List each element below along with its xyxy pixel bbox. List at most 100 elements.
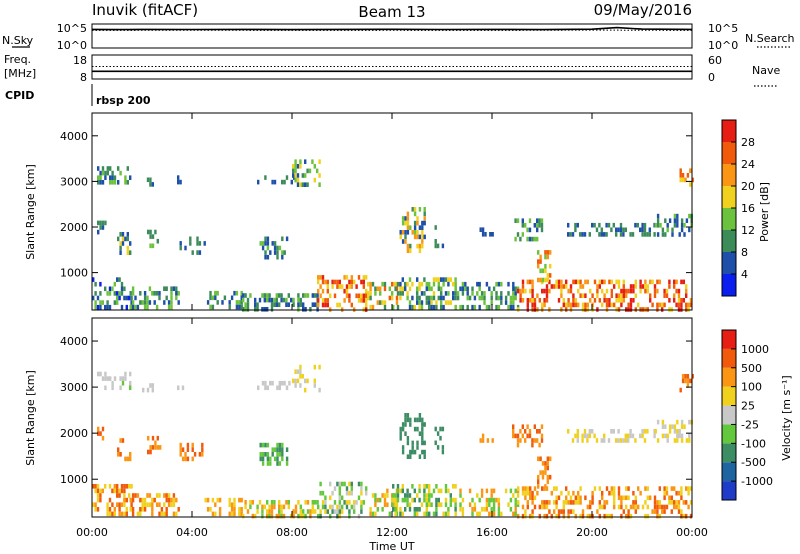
heatmap-cell bbox=[603, 232, 606, 237]
heatmap-cell bbox=[317, 513, 320, 519]
heatmap-cell bbox=[495, 497, 498, 503]
heatmap-cell bbox=[318, 182, 321, 187]
heatmap-cell bbox=[456, 291, 460, 296]
heatmap-cell bbox=[228, 304, 231, 310]
heatmap-cell bbox=[311, 500, 314, 505]
heatmap-cell bbox=[406, 440, 410, 446]
heatmap-cell bbox=[392, 507, 395, 512]
heatmap-cell bbox=[540, 218, 544, 223]
heatmap-cell bbox=[504, 488, 508, 494]
heatmap-cell bbox=[355, 293, 358, 299]
heatmap-cell bbox=[119, 245, 122, 251]
heatmap-cell bbox=[175, 291, 178, 296]
heatmap-cell bbox=[331, 284, 334, 289]
heatmap-cell bbox=[408, 304, 412, 310]
heatmap-cell bbox=[158, 493, 161, 498]
heatmap-cell bbox=[537, 484, 540, 489]
heatmap-cell bbox=[113, 511, 116, 517]
heatmap-cell bbox=[687, 490, 690, 496]
velocity-x-axis: 00:00 04:00 08:00 12:00 16:00 20:00 00:00 bbox=[76, 318, 708, 539]
heatmap-cell bbox=[149, 229, 152, 235]
cpid-label: CPID bbox=[5, 89, 34, 102]
heatmap-cell bbox=[531, 500, 534, 505]
heatmap-cell bbox=[302, 307, 305, 312]
heatmap-cell bbox=[492, 488, 496, 494]
noise-right-tick-bottom: 10^0 bbox=[708, 39, 738, 52]
heatmap-cell bbox=[345, 284, 349, 289]
heatmap-cell bbox=[404, 230, 407, 235]
heatmap-cell bbox=[131, 304, 135, 310]
heatmap-cell bbox=[541, 302, 544, 308]
heatmap-cell bbox=[608, 302, 611, 308]
heatmap-cell bbox=[480, 488, 484, 494]
heatmap-cell bbox=[641, 232, 644, 237]
heatmap-cell bbox=[261, 456, 265, 462]
heatmap-cell bbox=[321, 500, 325, 505]
heatmap-cell bbox=[214, 290, 217, 296]
heatmap-cell bbox=[302, 302, 305, 307]
heatmap-cell bbox=[456, 295, 460, 301]
heatmap-cell bbox=[338, 490, 341, 496]
heatmap-cell bbox=[129, 456, 132, 462]
heatmap-cell bbox=[430, 295, 433, 301]
heatmap-cell bbox=[109, 175, 112, 180]
heatmap-cell bbox=[648, 232, 651, 237]
heatmap-cell bbox=[442, 281, 445, 287]
heatmap-cell bbox=[261, 513, 264, 519]
heatmap-cell bbox=[512, 281, 515, 287]
heatmap-cell bbox=[689, 513, 693, 519]
heatmap-cell bbox=[484, 232, 487, 237]
heatmap-cell bbox=[634, 284, 637, 289]
heatmap-cell bbox=[553, 500, 556, 505]
heatmap-cell bbox=[179, 447, 182, 452]
heatmap-cell bbox=[539, 268, 542, 274]
heatmap-cell bbox=[326, 509, 329, 514]
heatmap-cell bbox=[531, 442, 534, 448]
heatmap-cell bbox=[404, 239, 407, 244]
noise-panel: N.Sky 10^5 10^0 10^5 10^0 N.Search bbox=[2, 22, 795, 52]
heatmap-cell bbox=[266, 513, 269, 519]
heatmap-cell bbox=[663, 495, 666, 501]
heatmap-cell bbox=[94, 291, 97, 296]
heatmap-cell bbox=[639, 227, 642, 233]
heatmap-cell bbox=[266, 297, 269, 303]
heatmap-cell bbox=[269, 250, 272, 255]
heatmap-cell bbox=[514, 497, 517, 503]
heatmap-cell bbox=[591, 495, 594, 501]
heatmap-cell bbox=[233, 290, 236, 296]
heatmap-cell bbox=[634, 504, 637, 510]
heatmap-cell bbox=[531, 302, 534, 308]
heatmap-cell bbox=[134, 295, 137, 301]
heatmap-cell bbox=[233, 502, 236, 507]
heatmap-cell bbox=[432, 295, 436, 301]
heatmap-cell bbox=[524, 223, 527, 228]
heatmap-cell bbox=[565, 500, 568, 505]
heatmap-cell bbox=[673, 279, 676, 285]
heatmap-cell bbox=[617, 227, 620, 233]
heatmap-cell bbox=[177, 300, 180, 305]
heatmap-cell bbox=[121, 236, 125, 242]
heatmap-cell bbox=[280, 293, 283, 298]
heatmap-cell bbox=[266, 307, 269, 312]
heatmap-cell bbox=[338, 302, 341, 308]
heatmap-cell bbox=[526, 279, 529, 285]
heatmap-cell bbox=[577, 302, 580, 308]
heatmap-cell bbox=[345, 486, 349, 491]
heatmap-cell bbox=[270, 509, 274, 514]
heatmap-cell bbox=[524, 513, 527, 519]
heatmap-cell bbox=[581, 302, 585, 308]
heatmap-cell bbox=[172, 511, 176, 517]
heatmap-cell bbox=[615, 232, 618, 237]
heatmap-cell bbox=[184, 452, 187, 457]
heatmap-cell bbox=[331, 279, 334, 285]
heatmap-cell bbox=[586, 438, 589, 443]
heatmap-cell bbox=[409, 417, 412, 423]
heatmap-cell bbox=[129, 241, 132, 246]
heatmap-cell bbox=[285, 236, 289, 242]
heatmap-cell bbox=[273, 250, 277, 255]
heatmap-cell bbox=[661, 227, 665, 233]
heatmap-cell bbox=[259, 456, 262, 462]
heatmap-cell bbox=[118, 511, 121, 517]
heatmap-cell bbox=[514, 291, 517, 296]
heatmap-cell bbox=[639, 284, 642, 289]
